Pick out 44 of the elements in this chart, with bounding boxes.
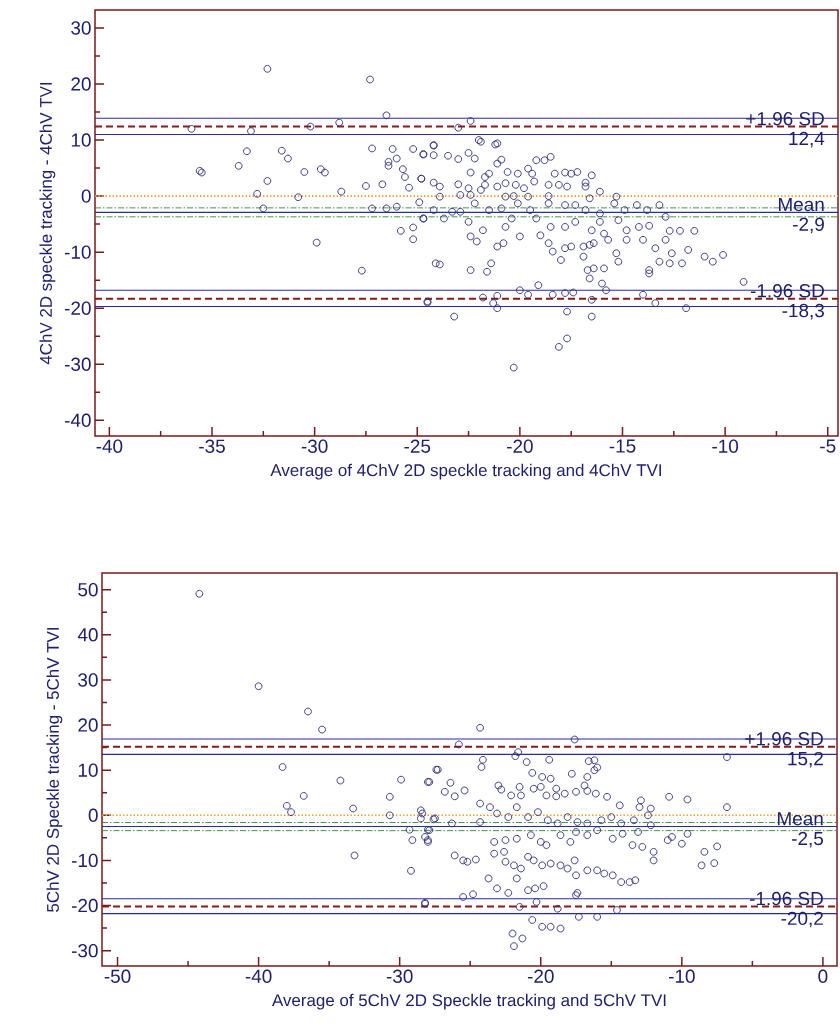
x-tick-label: -50 — [104, 969, 131, 983]
y-tick-label: -40 — [64, 413, 91, 427]
annotation: -2,5 — [792, 831, 824, 848]
x-tick-label: -10 — [712, 439, 739, 453]
y-tick-label: 20 — [78, 718, 98, 732]
x-tick-label: -20 — [527, 969, 554, 983]
y-tick-label: -20 — [71, 898, 98, 913]
annotation: -20,2 — [781, 911, 823, 928]
x-tick-label: -40 — [96, 439, 123, 453]
y-tick-label: 30 — [78, 673, 98, 687]
x-tick-label: -35 — [199, 439, 225, 453]
y-tick-label: 40 — [77, 628, 98, 642]
x-axis-title: Average of 5ChV 2D Speckle tracking and 5ChV TVI — [271, 993, 666, 1010]
y-tick-label: 0 — [88, 808, 98, 822]
y-axis-title: 5ChV 2D Speckle tracking - 5ChV TVI — [46, 628, 63, 912]
y-tick-label: 10 — [78, 763, 98, 777]
y-tick-label: -20 — [64, 301, 91, 315]
annotation: -18,3 — [782, 303, 824, 320]
y-axis-title: 4ChV 2D speckle tracking - 4ChV TVI — [39, 82, 56, 365]
x-tick-label: -25 — [404, 439, 431, 453]
x-tick-label: -30 — [386, 969, 413, 983]
x-tick-label: -40 — [245, 969, 272, 983]
x-tick-label: -20 — [507, 439, 533, 453]
y-tick-label: 30 — [71, 21, 91, 35]
annotation: 12,4 — [789, 131, 825, 148]
x-tick-label: -30 — [301, 439, 328, 453]
ref-line-label: +1.96 SD — [745, 732, 823, 746]
y-tick-label: -10 — [71, 853, 98, 868]
y-tick-label: 0 — [81, 189, 91, 203]
annotation: -2,9 — [793, 217, 824, 234]
ref-line-label: Mean — [779, 197, 824, 212]
y-tick-label: -30 — [71, 943, 98, 958]
x-tick-label: -15 — [609, 439, 636, 453]
x-axis-title: Average of 4ChV 2D speckle tracking and 4ChV TVI — [270, 463, 661, 480]
annotation: 15,2 — [788, 751, 823, 768]
y-tick-label: 20 — [71, 77, 91, 91]
x-tick-label: 0 — [818, 969, 828, 983]
y-tick-label: 50 — [78, 582, 98, 597]
y-tick-label: 10 — [71, 133, 91, 147]
x-tick-label: -10 — [668, 969, 695, 983]
y-tick-label: -10 — [64, 245, 91, 259]
x-tick-label: -5 — [820, 439, 836, 453]
ref-line-label: Mean — [778, 812, 823, 826]
y-tick-label: -30 — [64, 357, 91, 371]
